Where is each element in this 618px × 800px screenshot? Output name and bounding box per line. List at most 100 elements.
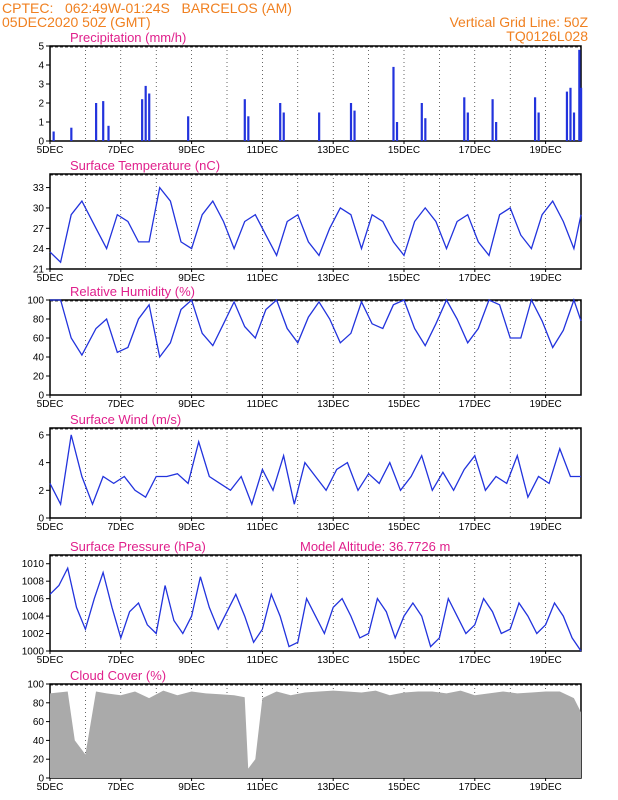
x-tick-label: 15DEC <box>388 522 420 533</box>
series-line <box>50 298 582 359</box>
cloud-area <box>50 690 581 778</box>
precip-bar <box>495 122 498 141</box>
y-tick-label: 1004 <box>22 612 45 623</box>
x-tick-label: 19DEC <box>529 522 561 533</box>
y-tick-label: 0 <box>38 514 44 525</box>
x-tick-label: 11DEC <box>247 399 279 410</box>
x-tick-label: 7DEC <box>107 145 134 156</box>
y-tick-label: 2 <box>38 99 44 110</box>
y-tick-label: 1008 <box>22 577 45 588</box>
precip-bar <box>144 85 147 141</box>
x-tick-label: 7DEC <box>107 273 134 284</box>
x-tick-label: 17DEC <box>459 655 491 666</box>
series-line <box>49 566 582 652</box>
x-tick-label: 19DEC <box>529 782 561 793</box>
y-tick-label: 20 <box>33 755 45 766</box>
precip-bar <box>569 87 572 141</box>
x-tick-label: 17DEC <box>459 782 491 793</box>
x-tick-label: 13DEC <box>317 399 349 410</box>
x-tick-label: 19DEC <box>529 655 561 666</box>
x-tick-label: 7DEC <box>107 655 134 666</box>
y-tick-label: 5 <box>38 42 44 53</box>
y-tick-label: 60 <box>33 717 45 728</box>
precip-bar <box>107 125 110 141</box>
y-tick-label: 1010 <box>22 559 45 570</box>
x-tick-label: 5DEC <box>37 399 64 410</box>
x-tick-label: 11DEC <box>247 273 279 284</box>
panel-title: Cloud Cover (%) <box>70 668 166 683</box>
precip-bar <box>141 99 144 141</box>
y-tick-label: 40 <box>33 736 45 747</box>
x-tick-label: 11DEC <box>247 522 279 533</box>
precip-bar <box>395 122 399 141</box>
y-tick-label: 100 <box>27 296 44 307</box>
x-tick-label: 9DEC <box>178 273 205 284</box>
x-tick-label: 13DEC <box>317 655 349 666</box>
y-tick-label: 24 <box>33 244 45 255</box>
x-tick-label: 15DEC <box>388 655 420 666</box>
precip-bar <box>187 116 190 141</box>
precip-bar <box>52 131 55 141</box>
x-tick-label: 13DEC <box>317 522 349 533</box>
y-tick-label: 2 <box>38 486 44 497</box>
y-tick-label: 30 <box>33 203 45 214</box>
precip-bar <box>572 112 576 141</box>
y-tick-label: 1002 <box>22 629 45 640</box>
x-tick-label: 5DEC <box>37 655 64 666</box>
x-tick-label: 19DEC <box>529 273 561 284</box>
x-tick-label: 17DEC <box>459 145 491 156</box>
y-tick-label: 0 <box>38 391 44 402</box>
y-tick-label: 100 <box>27 680 44 691</box>
header-grid-line: Vertical Grid Line: 50Z <box>449 14 588 30</box>
precip-bar <box>578 49 581 141</box>
y-tick-label: 1 <box>38 118 44 129</box>
precip-bar <box>282 112 285 141</box>
y-tick-label: 0 <box>38 137 44 148</box>
precip-bar <box>318 112 321 141</box>
panel-title: Relative Humidity (%) <box>70 284 195 299</box>
panel-frame <box>49 299 582 396</box>
y-tick-label: 1006 <box>22 594 45 605</box>
y-tick-label: 80 <box>33 698 45 709</box>
panel-frame <box>49 554 582 652</box>
precip-bar <box>565 91 569 141</box>
header-location: CPTEC: 062:49W-01:24S BARCELOS (AM) <box>2 0 292 16</box>
y-tick-label: 33 <box>33 183 45 194</box>
x-tick-label: 11DEC <box>247 145 279 156</box>
x-tick-label: 15DEC <box>388 782 420 793</box>
x-tick-label: 9DEC <box>178 655 205 666</box>
y-tick-label: 4 <box>38 61 44 72</box>
panel-title: Surface Temperature (nC) <box>70 158 220 173</box>
y-tick-label: 80 <box>33 315 45 326</box>
header-model-id: TQ0126L028 <box>506 28 588 44</box>
x-tick-label: 17DEC <box>459 399 491 410</box>
y-tick-label: 60 <box>33 334 45 345</box>
panel-annotation: Model Altitude: 36.7726 m <box>300 539 450 554</box>
precip-bar <box>533 97 537 141</box>
x-tick-label: 11DEC <box>247 782 279 793</box>
precip-bar <box>466 112 469 141</box>
precip-bar <box>102 101 105 141</box>
x-tick-label: 9DEC <box>178 522 205 533</box>
x-tick-label: 19DEC <box>529 145 561 156</box>
precip-bar <box>580 87 583 141</box>
panel-frame <box>49 173 582 270</box>
panel-frame <box>49 45 582 142</box>
x-tick-label: 15DEC <box>388 273 420 284</box>
precip-bar <box>424 118 427 141</box>
panel-title: Surface Wind (m/s) <box>70 412 181 427</box>
y-tick-label: 3 <box>38 80 44 91</box>
x-tick-label: 17DEC <box>459 522 491 533</box>
x-tick-label: 5DEC <box>37 782 64 793</box>
precip-bar <box>95 103 98 141</box>
precip-bar <box>463 97 466 141</box>
y-tick-label: 40 <box>33 353 45 364</box>
x-tick-label: 9DEC <box>178 782 205 793</box>
x-tick-label: 11DEC <box>247 655 279 666</box>
precip-bar <box>148 93 151 141</box>
y-tick-label: 1000 <box>22 647 45 658</box>
x-tick-label: 13DEC <box>317 273 349 284</box>
y-tick-label: 0 <box>38 774 44 785</box>
y-tick-label: 21 <box>33 265 45 276</box>
precip-bar <box>491 99 494 141</box>
